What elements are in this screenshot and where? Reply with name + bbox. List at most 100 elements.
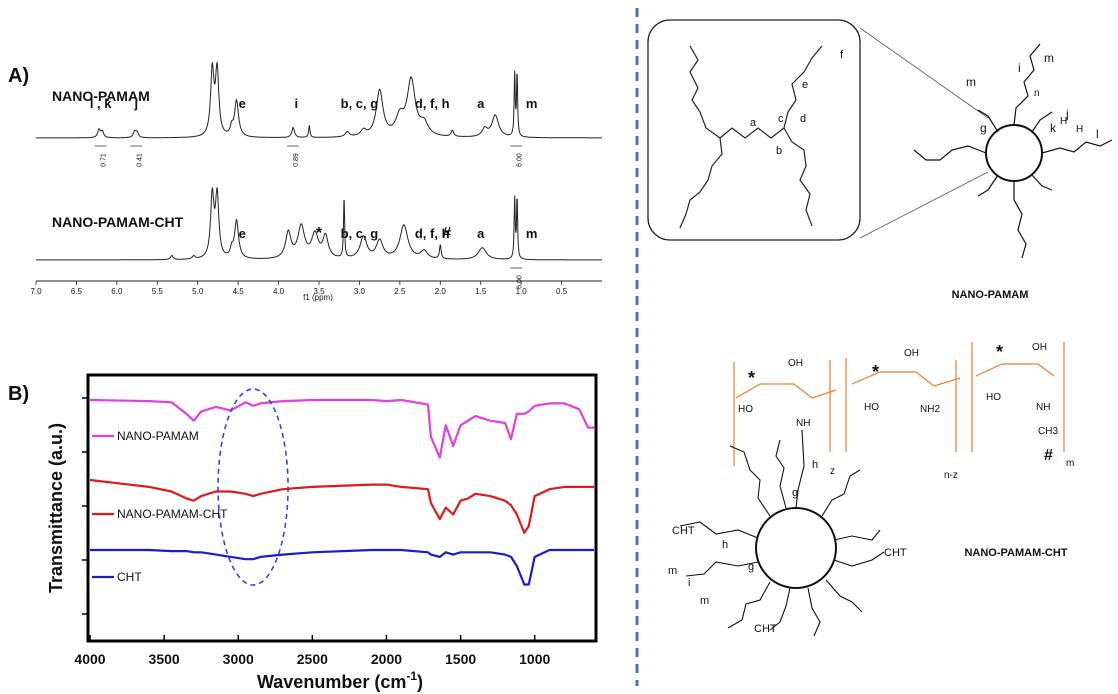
chitosan-oh-1: OH	[788, 358, 803, 369]
legend-label-2: NANO-PAMAM-CHT	[117, 507, 228, 521]
nmr-tick-label: 7.0	[30, 287, 42, 296]
dendron-label-g-2: g	[748, 561, 754, 573]
nmr-peak-label: l , k	[90, 96, 112, 111]
nmr-tick-label: 6.0	[111, 287, 123, 296]
ftir-x-tick-label: 1500	[445, 651, 476, 667]
chitosan-nz: n-z	[944, 470, 958, 481]
chitosan-oh-2: OH	[904, 348, 919, 359]
ftir-x-tick-label: 1000	[519, 651, 550, 667]
inset-label-b: b	[776, 145, 782, 157]
nmr-tick-label: 3.5	[313, 287, 325, 296]
pamam-structure-label: NANO-PAMAM	[952, 289, 1029, 301]
zoom-line-bottom	[859, 171, 989, 239]
dendron-label-m-1: m	[668, 565, 677, 577]
nmr-integral-value: 6.00	[516, 275, 523, 289]
chitosan-star-1: *	[748, 368, 755, 388]
nmr-peak-label: b, c, g	[341, 226, 379, 241]
nmr-tick-label: 2.5	[394, 287, 406, 296]
dendron-label-g-1: g	[792, 487, 798, 499]
nmr-tick-label: 5.5	[152, 287, 164, 296]
ftir-x-tick-label: 2500	[297, 651, 328, 667]
nmr-tick-label: 2.0	[435, 287, 447, 296]
dendron-label-m-2: m	[700, 595, 709, 607]
nmr-peak-label: d, f, h	[415, 226, 450, 241]
ftir-highlight-ellipse	[217, 388, 289, 586]
nmr-peak-label: e	[239, 96, 246, 111]
pamam-cht-structure-label: NANO-PAMAM-CHT	[964, 547, 1067, 559]
nmr-tick-label: 1.0	[516, 287, 528, 296]
pamam-cht-side-chains	[679, 429, 885, 637]
pamam-side-chains	[913, 43, 1113, 259]
dendron-label-h-1: h	[812, 459, 818, 471]
inset-dendrimer-core	[679, 45, 823, 229]
panel-a-label: A)	[8, 65, 29, 87]
chitosan-nh2: NH2	[920, 404, 940, 415]
ftir-series-3	[90, 548, 594, 586]
ring-label-m-left: m	[966, 75, 976, 89]
ftir-legend: NANO-PAMAM NANO-PAMAM-CHT CHT	[92, 429, 228, 584]
nmr-integral-value: 0.89	[293, 153, 300, 167]
chitosan-star-3: *	[996, 342, 1003, 362]
chitosan-nh-acetyl: NH	[1036, 402, 1050, 413]
chitosan-chain: * * * OH OH OH HO HO HO NH2 NH NH CH3 z …	[733, 342, 1074, 481]
chitosan-backbone	[733, 342, 1065, 466]
nmr-trace-1	[36, 61, 602, 139]
chitosan-ho-1: HO	[738, 404, 753, 415]
ring-label-n: n	[1034, 88, 1040, 99]
pamam-cht-ring	[755, 507, 837, 589]
panel-b-label: B)	[8, 383, 29, 405]
inset-label-d: d	[800, 113, 806, 125]
inset-label-c: c	[778, 113, 784, 125]
ring-label-g: g	[980, 121, 987, 135]
nmr-integral-value: 0.41	[136, 153, 143, 167]
pamam-cht-ring-structure: CHT CHT CHT h g i m h g m	[668, 429, 907, 637]
ftir-x-tick-group: 4000 3500 3000 2500 2000 1500 1000	[74, 635, 550, 667]
chitosan-star-2: *	[872, 362, 879, 382]
nmr-trace-2	[36, 186, 602, 261]
pamam-inset: e f a c d b	[647, 19, 861, 241]
cht-sidechain-3: CHT	[754, 623, 777, 635]
nmr-spectrum-1-name: NANO-PAMAM	[52, 88, 150, 104]
ring-label-m-top: m	[1044, 51, 1054, 65]
inset-label-f: f	[840, 49, 844, 61]
ring-label-k: k	[1050, 121, 1057, 135]
nmr-peak-label: a	[477, 96, 485, 111]
nmr-peak-label: m	[526, 226, 538, 241]
ftir-y-tick-group	[82, 397, 88, 615]
nmr-peak-label: d, f, h	[415, 96, 450, 111]
nmr-peak-label: j	[133, 96, 138, 111]
ftir-x-axis-label: Wavenumber (cm-1)	[257, 669, 423, 692]
cht-sidechain-1: CHT	[672, 525, 695, 537]
chitosan-ho-3: HO	[986, 392, 1001, 403]
chitosan-ch3: CH3	[1038, 426, 1058, 437]
nmr-peak-label: i	[295, 96, 299, 111]
nmr-tick-group: 7.0 6.5 6.0 5.5 5.0 4.5 4.0 3.5 3.0 2.5 2.0 1.5 1.0 0…	[30, 281, 568, 296]
nmr-peak-label: #	[442, 225, 451, 242]
ftir-y-axis-label: Transmittance (a.u.)	[46, 423, 66, 593]
legend-label-1: NANO-PAMAM	[117, 429, 199, 443]
ftir-plot-frame	[86, 373, 598, 643]
nmr-tick-label: 1.5	[475, 287, 487, 296]
chitosan-m: m	[1066, 458, 1074, 469]
ring-label-i: i	[1018, 61, 1021, 75]
nmr-peak-label: m	[526, 96, 538, 111]
pamam-ring-structure: m i m n g j k H H l	[913, 43, 1113, 259]
ftir-x-tick-label: 3500	[149, 651, 180, 667]
nmr-tick-label: 4.0	[273, 287, 285, 296]
ftir-series-1	[89, 398, 594, 459]
chitosan-hash: #	[1044, 447, 1053, 464]
ftir-series-group	[89, 398, 594, 586]
ring-label-h1: H	[1060, 116, 1067, 127]
nmr-tick-label: 4.5	[233, 287, 245, 296]
ftir-series-2	[89, 478, 594, 534]
nmr-spectra: l , k j e i b, c, g d, f, h a m 0.71 0.41 0.89 6.00…	[36, 61, 602, 289]
ring-label-h2: H	[1076, 124, 1083, 135]
nmr-tick-label: 6.5	[71, 287, 83, 296]
ftir-x-tick-label: 2000	[371, 651, 402, 667]
cht-sidechain-2: CHT	[884, 547, 907, 559]
nmr-axis-label: f1 (ppm)	[303, 293, 333, 302]
nmr-integral-value: 0.71	[101, 153, 108, 167]
ring-label-j: j	[1065, 107, 1069, 121]
nmr-peak-label: *	[316, 225, 323, 242]
